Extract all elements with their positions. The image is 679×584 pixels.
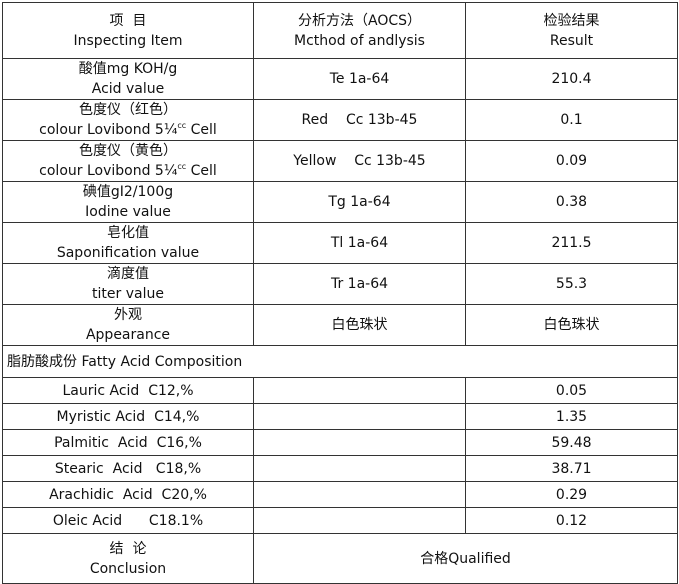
- item-cell: Arachidic Acid C20,%: [2, 481, 254, 508]
- item-cell: Oleic Acid C18.1%: [2, 507, 254, 534]
- result-cell: 0.05: [465, 377, 678, 404]
- text-en: Saponification value: [56, 245, 200, 261]
- result-cell: 210.4: [465, 58, 678, 100]
- method-cell: Tr 1a-64: [253, 263, 466, 305]
- header-cell: 项 目 Inspecting Item: [2, 2, 254, 59]
- method-cell: Yellow Cc 13b-45: [253, 140, 466, 182]
- table-row: 结 论 Conclusion 合格Qualified: [2, 533, 678, 584]
- text-cn: 滴度值: [107, 266, 149, 282]
- method-cell: [253, 507, 466, 534]
- text-cn: 碘值gI2/100g: [82, 184, 174, 200]
- table-row: Lauric Acid C12,% 0.05: [2, 377, 678, 404]
- result-cell: 55.3: [465, 263, 678, 305]
- method-cell: Tl 1a-64: [253, 222, 466, 264]
- result-cell: 0.09: [465, 140, 678, 182]
- method-cell: Te 1a-64: [253, 58, 466, 100]
- table-row: 色度仪（红色） colour Lovibond 5¼cc Cell Red Cc 1…: [2, 99, 678, 141]
- text-cn: 色度仪（红色）: [79, 102, 177, 118]
- item-cell: 外观 Appearance: [2, 304, 254, 346]
- text-en: Cell: [186, 163, 217, 179]
- text-cn: 结 论: [109, 540, 147, 557]
- conclusion-label: 结 论 Conclusion: [2, 533, 254, 584]
- item-cell: Lauric Acid C12,%: [2, 377, 254, 404]
- item-cell: 碘值gI2/100g Iodine value: [2, 181, 254, 223]
- result-cell: 0.29: [465, 481, 678, 508]
- text-en: Inspecting Item: [73, 32, 183, 49]
- result-cell: 59.48: [465, 429, 678, 456]
- table-row: 脂肪酸成份 Fatty Acid Composition: [2, 345, 678, 378]
- text-en: Result: [549, 32, 594, 49]
- item-cell: Stearic Acid C18,%: [2, 455, 254, 482]
- result-cell: 0.1: [465, 99, 678, 141]
- text-cn: 酸值mg KOH/g: [78, 61, 178, 77]
- text-cn: 外观: [114, 307, 142, 323]
- text-cn: 色度仪（黄色）: [79, 143, 177, 159]
- table-row: 项 目 Inspecting Item 分析方法（AOCS） Mcthod of an…: [2, 2, 678, 59]
- text-en: Conclusion: [89, 560, 167, 577]
- header-cell: 检验结果 Result: [465, 2, 678, 59]
- text-en: Appearance: [85, 327, 171, 343]
- text-en: colour Lovibond 5¼: [39, 122, 178, 138]
- item-cell: 色度仪（黄色） colour Lovibond 5¼cc Cell: [2, 140, 254, 182]
- method-cell: [253, 377, 466, 404]
- item-cell: Myristic Acid C14,%: [2, 403, 254, 430]
- section-cell: 脂肪酸成份 Fatty Acid Composition: [2, 345, 678, 378]
- superscript: cc: [177, 121, 187, 130]
- text-en: Iodine value: [85, 204, 171, 220]
- text-cn: 检验结果: [543, 12, 600, 29]
- result-cell: 0.38: [465, 181, 678, 223]
- text-en: Acid value: [91, 81, 165, 97]
- method-cell: [253, 429, 466, 456]
- table-row: 碘值gI2/100g Iodine value Tg 1a-64 0.38: [2, 181, 678, 223]
- conclusion-value: 合格Qualified: [253, 533, 678, 584]
- text-cn: 项 目: [109, 12, 147, 29]
- method-cell: [253, 481, 466, 508]
- method-cell: Tg 1a-64: [253, 181, 466, 223]
- result-cell: 1.35: [465, 403, 678, 430]
- item-cell: 色度仪（红色） colour Lovibond 5¼cc Cell: [2, 99, 254, 141]
- table-row: 滴度值 titer value Tr 1a-64 55.3: [2, 263, 678, 305]
- method-cell: [253, 403, 466, 430]
- table-row: 皂化值 Saponification value Tl 1a-64 211.5: [2, 222, 678, 264]
- text-cn: 分析方法（AOCS）: [297, 12, 421, 29]
- table-row: Oleic Acid C18.1% 0.12: [2, 507, 678, 534]
- result-cell: 白色珠状: [465, 304, 678, 346]
- table-row: Arachidic Acid C20,% 0.29: [2, 481, 678, 508]
- table-row: Palmitic Acid C16,% 59.48: [2, 429, 678, 456]
- item-cell: 滴度值 titer value: [2, 263, 254, 305]
- table-row: 外观 Appearance 白色珠状 白色珠状: [2, 304, 678, 346]
- text-en: Cell: [186, 122, 217, 138]
- header-cell: 分析方法（AOCS） Mcthod of andlysis: [253, 2, 466, 59]
- result-cell: 211.5: [465, 222, 678, 264]
- table-row: 酸值mg KOH/g Acid value Te 1a-64 210.4: [2, 58, 678, 100]
- text-en: colour Lovibond 5¼: [39, 163, 178, 179]
- item-cell: Palmitic Acid C16,%: [2, 429, 254, 456]
- table-row: Stearic Acid C18,% 38.71: [2, 455, 678, 482]
- item-cell: 酸值mg KOH/g Acid value: [2, 58, 254, 100]
- method-cell: Red Cc 13b-45: [253, 99, 466, 141]
- method-cell: 白色珠状: [253, 304, 466, 346]
- text-cn: 皂化值: [107, 225, 149, 241]
- result-cell: 0.12: [465, 507, 678, 534]
- superscript: cc: [177, 162, 187, 171]
- text-en: Mcthod of andlysis: [294, 32, 425, 49]
- text-en: titer value: [92, 286, 164, 302]
- result-cell: 38.71: [465, 455, 678, 482]
- method-cell: [253, 455, 466, 482]
- table-row: Myristic Acid C14,% 1.35: [2, 403, 678, 430]
- table-row: 色度仪（黄色） colour Lovibond 5¼cc Cell Yellow C…: [2, 140, 678, 182]
- item-cell: 皂化值 Saponification value: [2, 222, 254, 264]
